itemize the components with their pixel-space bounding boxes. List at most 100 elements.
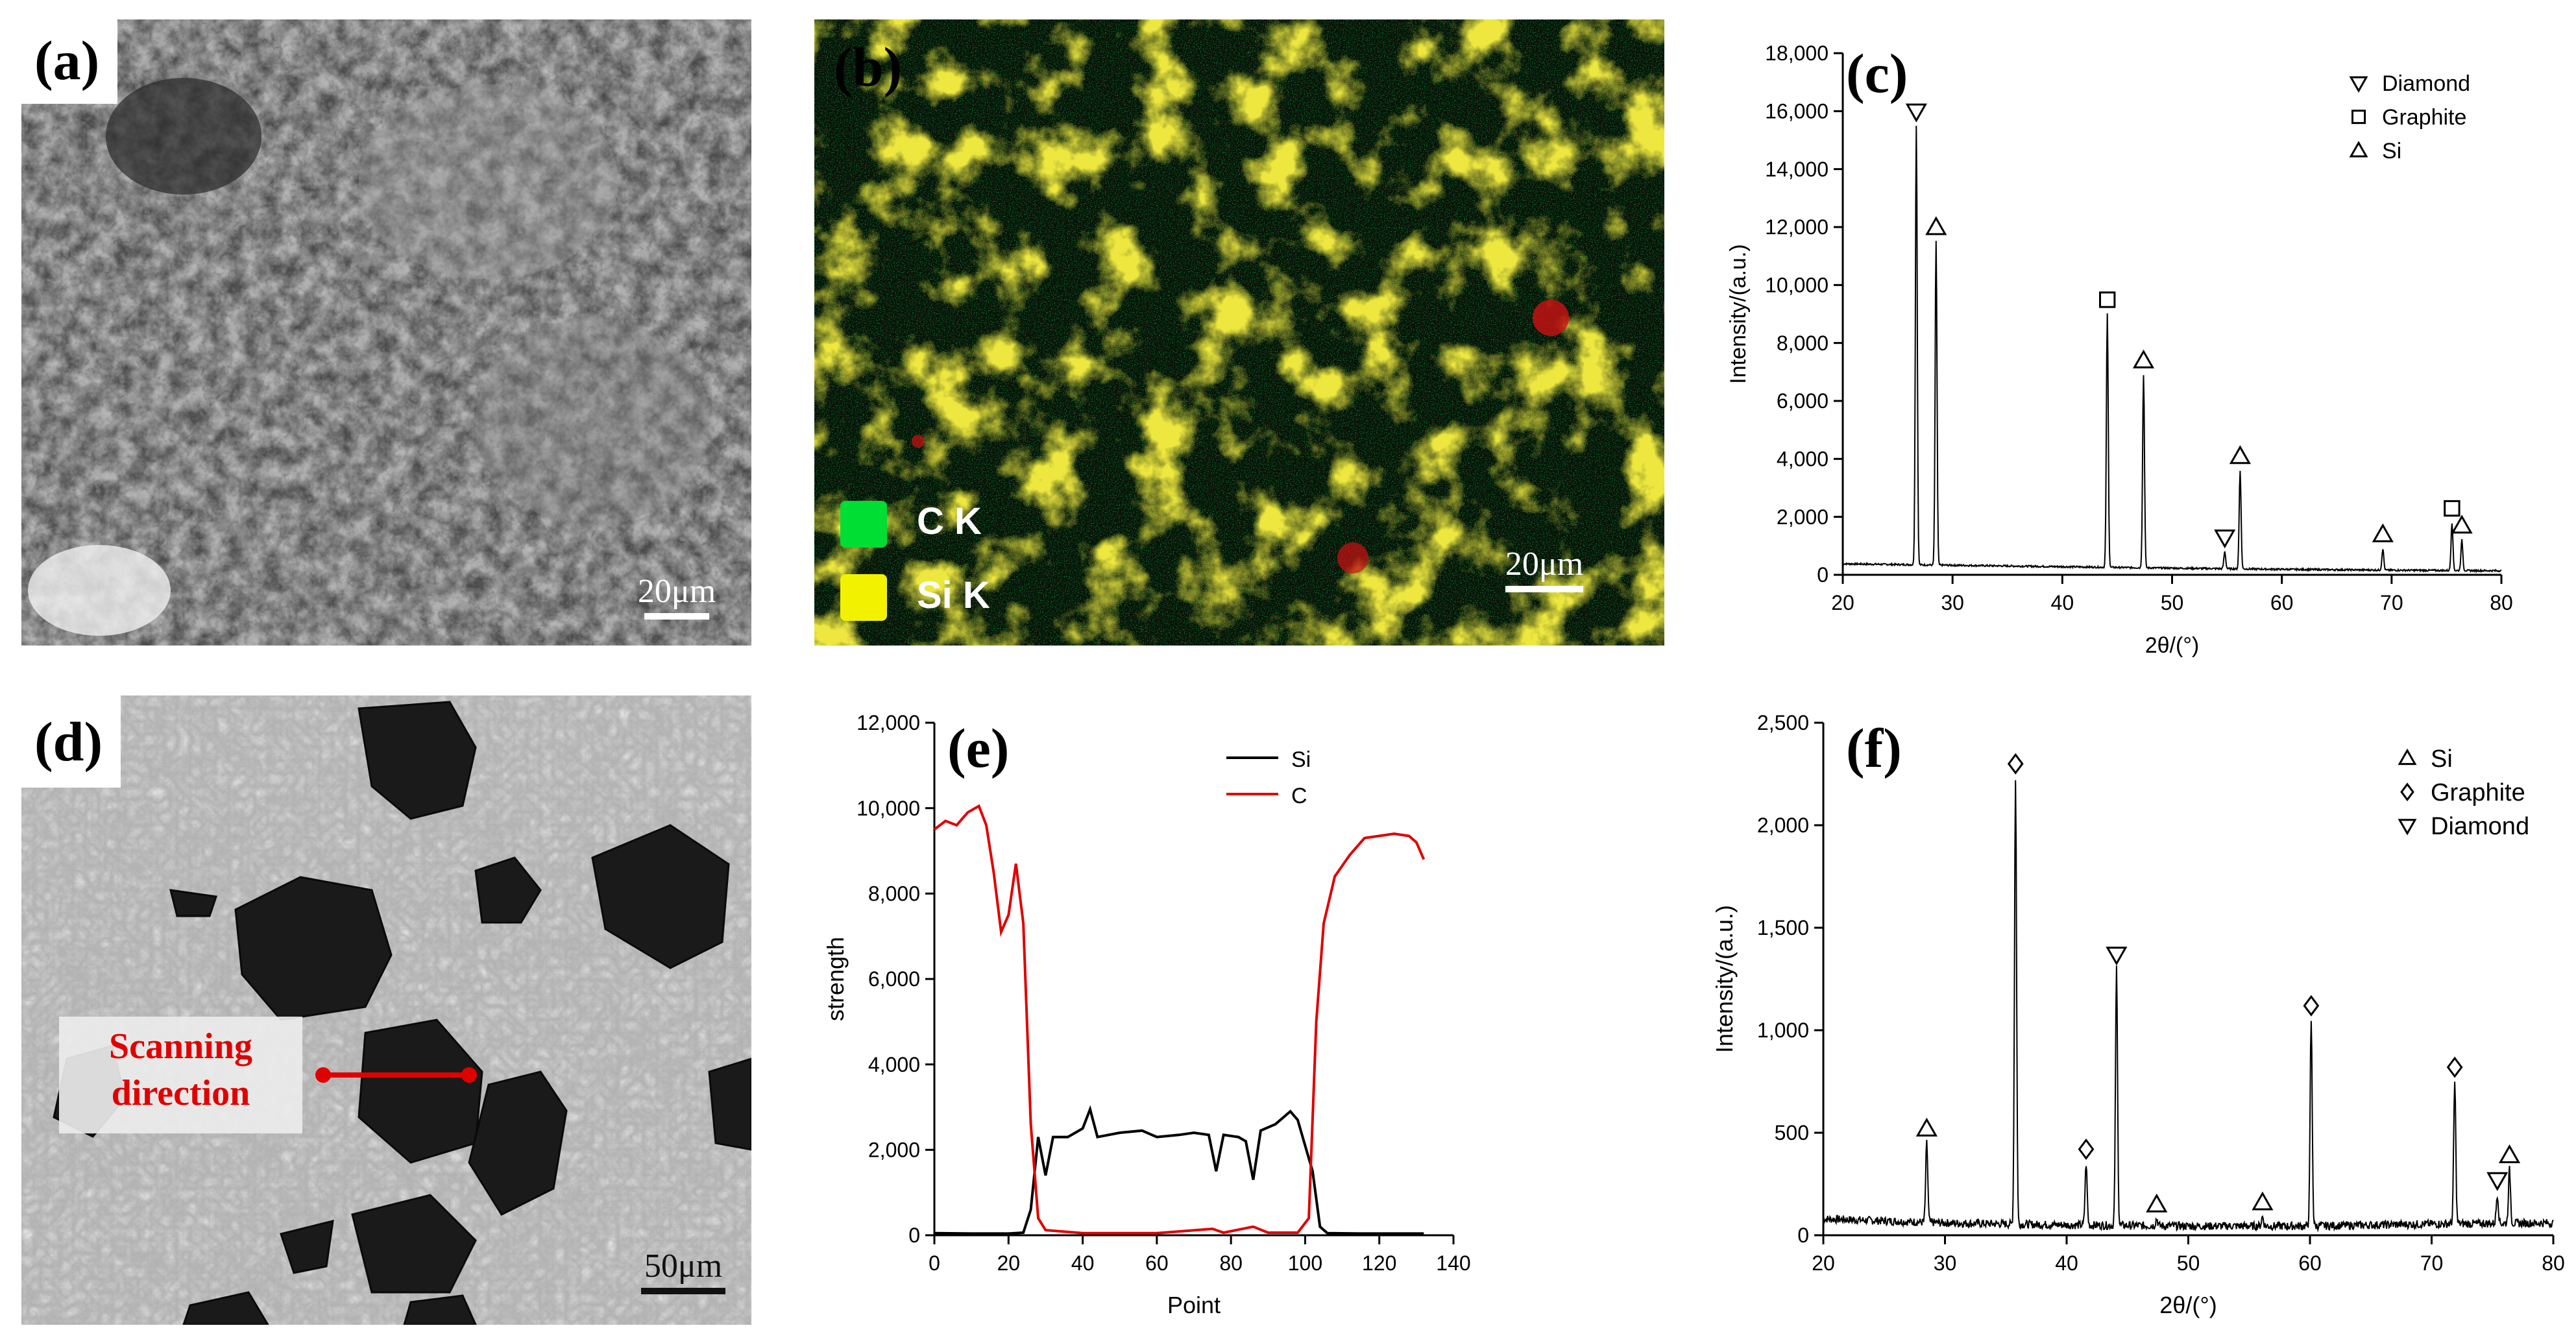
peak-marker bbox=[1925, 216, 1947, 236]
peak-marker bbox=[2372, 523, 2394, 542]
y-axis-label: Intensity/(a.u.) bbox=[1726, 244, 1751, 383]
legend-label: C bbox=[1291, 784, 1307, 808]
legend-marker bbox=[2351, 110, 2366, 125]
scale-text-a: 20μm bbox=[637, 573, 716, 610]
scale-bar-d: 50μm bbox=[635, 1247, 732, 1294]
y-tick-label: 16,000 bbox=[1765, 100, 1829, 123]
y-axis-label: strength bbox=[822, 937, 849, 1021]
y-tick-label: 2,000 bbox=[1777, 505, 1829, 529]
peak-marker bbox=[2486, 1172, 2509, 1191]
legend-label: Diamond bbox=[2382, 71, 2470, 96]
peak-marker bbox=[2498, 1144, 2521, 1163]
scale-bar-a: 20μm bbox=[635, 572, 719, 620]
peak-marker bbox=[2444, 500, 2461, 517]
panel-label-a: (a) bbox=[21, 19, 118, 104]
peak-marker bbox=[2078, 1138, 2095, 1160]
y-tick-label: 8,000 bbox=[868, 882, 920, 906]
eds-map-b: (b) C K Si K 20μm bbox=[814, 19, 1664, 646]
x-axis-label: Point bbox=[1167, 1292, 1221, 1318]
y-tick-label: 4,000 bbox=[868, 1053, 920, 1076]
peak-marker bbox=[2303, 995, 2320, 1017]
y-tick-label: 18,000 bbox=[1765, 42, 1829, 65]
peak-marker bbox=[2252, 1191, 2274, 1211]
legend-marker bbox=[2349, 76, 2368, 93]
y-tick-label: 2,000 bbox=[868, 1139, 920, 1162]
ck-label: C K bbox=[917, 500, 982, 542]
legend-item-sik: Si K bbox=[840, 574, 990, 622]
legend-item-ck: C K bbox=[840, 500, 990, 548]
x-axis-label: 2θ/(°) bbox=[2145, 633, 2200, 658]
x-tick-label: 30 bbox=[1934, 1251, 1957, 1275]
y-tick-label: 8,000 bbox=[1777, 332, 1829, 355]
sem-image-a: (a) 20μm bbox=[21, 19, 751, 646]
sik-label: Si K bbox=[917, 574, 990, 616]
x-tick-label: 120 bbox=[1362, 1251, 1396, 1275]
x-tick-label: 70 bbox=[2380, 591, 2403, 614]
sem-texture-a bbox=[21, 19, 751, 646]
eds-legend: C K Si K bbox=[840, 500, 990, 646]
x-tick-label: 0 bbox=[929, 1251, 940, 1275]
y-tick-label: 0 bbox=[908, 1224, 920, 1247]
y-tick-label: 500 bbox=[1775, 1121, 1809, 1144]
eds-texture-b bbox=[814, 19, 1664, 646]
peak-marker bbox=[2451, 514, 2473, 534]
legend-marker bbox=[2349, 141, 2368, 158]
xrd-chart-c: 20 30 40 50 60 70 80 0 2,000 4,000 6,000 8,000 10,00… bbox=[1726, 42, 2513, 658]
sem-texture-d bbox=[21, 695, 751, 1325]
series-line-si bbox=[934, 1105, 1424, 1235]
legend-label: Graphite bbox=[2431, 779, 2525, 806]
x-tick-label: 50 bbox=[2161, 591, 2184, 614]
legend-label: Graphite bbox=[2382, 105, 2466, 130]
legend-label: Si bbox=[1291, 747, 1311, 772]
x-tick-label: 40 bbox=[1071, 1251, 1095, 1275]
x-tick-label: 20 bbox=[1812, 1251, 1835, 1275]
series-line-c bbox=[933, 804, 1426, 1235]
y-tick-label: 2,000 bbox=[1757, 814, 1809, 837]
y-tick-label: 4,000 bbox=[1777, 448, 1829, 471]
scale-bar-b: 20μm bbox=[1492, 545, 1596, 592]
y-tick-label: 0 bbox=[1797, 1224, 1809, 1247]
scale-text-b: 20μm bbox=[1505, 546, 1584, 583]
x-tick-label: 100 bbox=[1288, 1251, 1322, 1275]
x-tick-label: 80 bbox=[2490, 591, 2513, 614]
xrd-chart-f: 20 30 40 50 60 70 80 0 500 1,000 1,500 2,000 2,500 2θ… bbox=[1711, 711, 2565, 1318]
x-tick-label: 20 bbox=[997, 1251, 1020, 1275]
peak-marker bbox=[2214, 529, 2236, 549]
peak-marker bbox=[2106, 947, 2128, 966]
x-tick-label: 60 bbox=[2298, 1251, 2322, 1275]
peak-marker bbox=[2098, 291, 2116, 308]
legend-label: Si bbox=[2431, 745, 2453, 773]
xrd-pattern-line bbox=[1823, 780, 2554, 1233]
x-tick-label: 140 bbox=[1436, 1251, 1470, 1275]
x-tick-label: 60 bbox=[2270, 591, 2294, 614]
scan-text-line2: direction bbox=[111, 1073, 250, 1113]
scanning-direction-label: Scanning direction bbox=[59, 1017, 302, 1133]
y-tick-label: 1,000 bbox=[1757, 1019, 1809, 1042]
y-tick-label: 10,000 bbox=[857, 797, 920, 820]
x-tick-label: 60 bbox=[1145, 1251, 1169, 1275]
y-tick-label: 14,000 bbox=[1765, 158, 1829, 181]
y-axis-label: Intensity/(a.u.) bbox=[1711, 905, 1738, 1053]
legend-label: Si bbox=[2382, 139, 2401, 163]
xrd-pattern-line bbox=[1842, 125, 2502, 574]
sem-image-d: (d) Scanning direction 50μm bbox=[21, 695, 751, 1325]
x-tick-label: 30 bbox=[1941, 591, 1964, 614]
legend-label: Diamond bbox=[2431, 813, 2529, 840]
peak-marker bbox=[1905, 103, 1927, 123]
scan-text-line1: Scanning bbox=[109, 1026, 252, 1067]
x-tick-label: 40 bbox=[2051, 591, 2074, 614]
y-tick-label: 0 bbox=[1817, 563, 1829, 586]
linescan-chart-e: 0 20 40 60 80 100 120 140 0 2,000 4,000 6,000 8,000 1… bbox=[822, 711, 1471, 1318]
y-tick-label: 6,000 bbox=[1777, 389, 1829, 413]
panel-label-d: (d) bbox=[21, 695, 121, 788]
peak-marker bbox=[2229, 445, 2251, 465]
x-tick-label: 20 bbox=[1831, 591, 1854, 614]
y-tick-label: 1,500 bbox=[1757, 916, 1809, 939]
legend-marker bbox=[2400, 782, 2414, 802]
panel-label-f: (f) bbox=[1846, 717, 1902, 779]
x-tick-label: 80 bbox=[1219, 1251, 1243, 1275]
scale-text-d: 50μm bbox=[644, 1248, 723, 1285]
panel-label-c: (c) bbox=[1846, 42, 1908, 104]
legend-marker bbox=[2398, 819, 2417, 836]
y-tick-label: 10,000 bbox=[1765, 274, 1829, 297]
